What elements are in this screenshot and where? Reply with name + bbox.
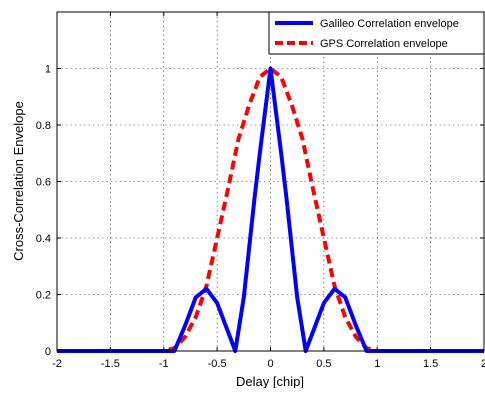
axis-ticks: -2 -1.5 -1 -0.5 0 0.5 1 1.5 2 0 0.2 0.4 0.6 0.8 1 [36, 12, 485, 370]
x-tick-label-2: -1 [159, 358, 169, 370]
x-tick-label-8: 2 [481, 358, 485, 370]
y-tick-label-5: 1 [45, 64, 51, 76]
series-line-gps [57, 66, 484, 353]
x-tick-label-6: 1 [374, 358, 380, 370]
y-tick-label-1: 0.2 [36, 290, 51, 302]
y-tick-label-4: 0.8 [36, 120, 51, 132]
x-axis-label: Delay [chip] [236, 374, 304, 388]
x-tick-label-5: 0.5 [316, 358, 331, 370]
legend-box [268, 11, 485, 55]
legend-label-gps: GPS Correlation envelope [320, 38, 448, 50]
x-tick-label-0: -2 [52, 358, 62, 370]
legend-label-galileo: Galileo Correlation envelope [320, 18, 459, 30]
series-line-galileo [57, 66, 484, 353]
y-tick-label-2: 0.4 [36, 233, 51, 245]
y-tick-label-3: 0.6 [36, 177, 51, 189]
x-tick-label-4: 0 [267, 358, 273, 370]
legend: Galileo Correlation envelope GPS Correla… [268, 11, 485, 55]
x-tick-label-7: 1.5 [423, 358, 438, 370]
y-tick-label-0: 0 [45, 346, 51, 358]
x-tick-label-3: -0.5 [208, 358, 227, 370]
x-tick-label-1: -1.5 [101, 358, 120, 370]
series-lines [57, 66, 484, 353]
y-axis-label: Cross-Correlation Envelope [11, 101, 26, 261]
